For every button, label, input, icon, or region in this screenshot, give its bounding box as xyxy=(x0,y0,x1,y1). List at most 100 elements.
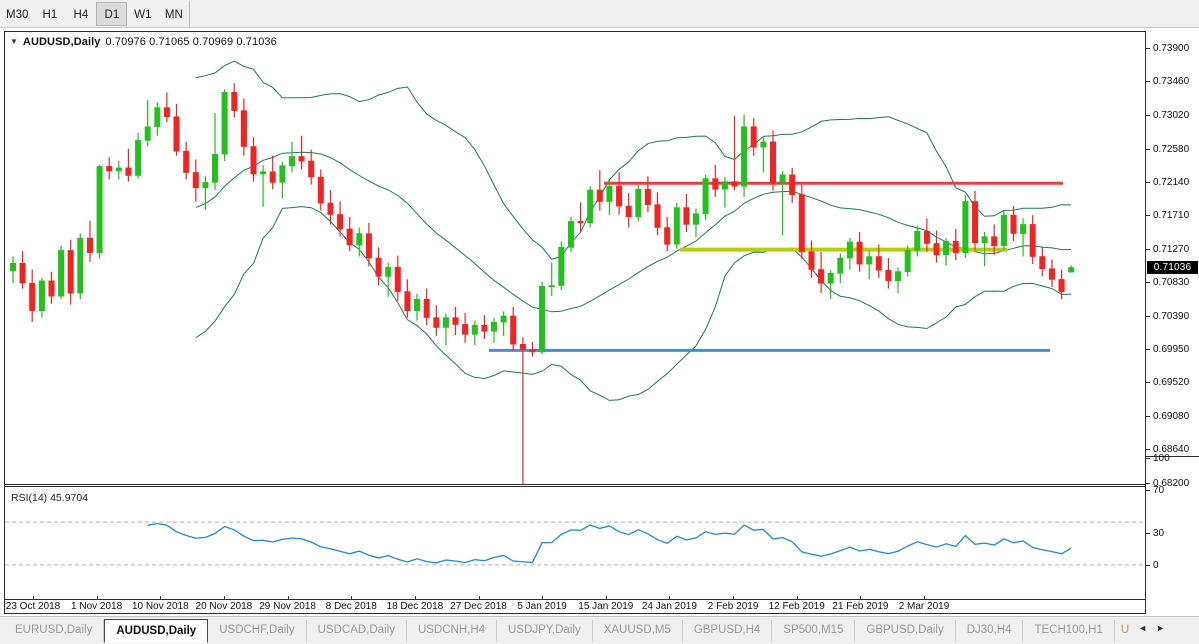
candle-body xyxy=(1000,214,1007,246)
candle-body xyxy=(490,321,497,332)
time-tick-mark xyxy=(223,596,225,600)
candle-body xyxy=(798,194,805,253)
timeframe-button-h1[interactable]: H1 xyxy=(42,8,58,21)
candle-body xyxy=(308,160,315,178)
time-tick-mark xyxy=(605,596,607,600)
candle-body xyxy=(616,185,623,207)
candle-body xyxy=(914,231,921,251)
time-tick-label: 27 Dec 2018 xyxy=(450,601,507,612)
time-tick-mark xyxy=(733,596,735,600)
candle-body xyxy=(683,207,690,225)
price-scale[interactable]: 0.73900 0.73460 0.73020 0.72580 0.72140 0.717… xyxy=(1145,31,1199,614)
price-chart-pane[interactable]: ▼ AUDUSD,Daily 0.70976 0.71065 0.70969 0… xyxy=(5,32,1194,484)
candle-body xyxy=(29,282,36,311)
candle-body xyxy=(750,126,757,148)
chart-tab-audusd-daily[interactable]: AUDUSD,Daily xyxy=(104,619,209,643)
timeframe-button-d1[interactable]: D1 xyxy=(96,1,128,26)
chart-tab-usdcad-daily[interactable]: USDCAD,Daily xyxy=(307,620,407,642)
candle-body xyxy=(808,251,815,270)
candle-body xyxy=(240,110,247,147)
candle-body xyxy=(346,228,353,246)
candle-body xyxy=(866,256,873,265)
candle-body xyxy=(288,156,295,166)
candle-body xyxy=(106,166,113,172)
scroll-left-arrow-icon[interactable]: ◄ xyxy=(1138,623,1148,633)
candle-body xyxy=(250,146,257,175)
chart-symbol-header: ▼ AUDUSD,Daily 0.70976 0.71065 0.70969 0… xyxy=(10,36,277,48)
candle-body xyxy=(423,298,430,318)
chart-tab-usdjpy-daily[interactable]: USDJPY,Daily xyxy=(497,620,593,642)
current-price-badge: 0.71036 xyxy=(1147,260,1198,274)
timeframe-button-w1[interactable]: W1 xyxy=(134,8,152,21)
chart-tab-dj30-h4[interactable]: DJ30,H4 xyxy=(956,620,1024,642)
rsi-indicator-pane[interactable]: RSI(14) 45.9704 xyxy=(5,488,1194,599)
chart-tab-gbpusd-daily[interactable]: GBPUSD,Daily xyxy=(855,620,956,642)
candle-body xyxy=(192,172,199,189)
pane-divider[interactable] xyxy=(5,484,1194,487)
price-candlestick-svg xyxy=(10,60,1075,484)
candle-body xyxy=(1029,224,1036,257)
candle-body xyxy=(856,241,863,265)
candle-body xyxy=(837,257,844,274)
tab-scroll-controls: ◄ ► xyxy=(1138,624,1165,633)
candle-body xyxy=(212,153,219,183)
price-tick-label: 0.69950 xyxy=(1146,344,1199,355)
candle-body xyxy=(875,256,882,271)
time-tick-mark xyxy=(669,596,671,600)
price-tick-label: 0.70830 xyxy=(1146,277,1199,288)
rsi-label: RSI(14) 45.9704 xyxy=(11,492,89,504)
candle-body xyxy=(894,271,901,282)
candle-body xyxy=(818,269,825,284)
candle-body xyxy=(125,167,132,176)
candle-body xyxy=(933,243,940,256)
collapse-triangle-icon[interactable]: ▼ xyxy=(10,37,18,46)
candle-body xyxy=(981,236,988,244)
candle-body xyxy=(87,237,94,253)
candle-body xyxy=(317,176,324,204)
scroll-right-arrow-icon[interactable]: ► xyxy=(1156,623,1166,633)
chart-tab-gbpusd-h4[interactable]: GBPUSD,H4 xyxy=(683,620,773,642)
candle-body xyxy=(644,189,651,205)
chart-tab-tech100-h1[interactable]: TECH100,H1 xyxy=(1023,620,1115,642)
timeframe-button-h4[interactable]: H4 xyxy=(73,8,89,21)
candle-body xyxy=(500,315,507,323)
candle-body xyxy=(567,221,574,248)
chart-tab-usdchf-daily[interactable]: USDCHF,Daily xyxy=(208,620,307,642)
timeframe-button-mn[interactable]: MN xyxy=(164,8,183,21)
candle-body xyxy=(664,227,671,245)
candle-body xyxy=(539,286,546,353)
candle-body xyxy=(827,273,834,284)
candle-body xyxy=(1010,214,1017,234)
time-tick-label: 2 Feb 2019 xyxy=(707,601,759,612)
chart-tab-eurusd-daily[interactable]: EURUSD,Daily xyxy=(4,620,105,642)
chart-frame: ▼ AUDUSD,Daily 0.70976 0.71065 0.70969 0… xyxy=(4,31,1195,614)
candle-body xyxy=(327,202,334,215)
timeframe-button-m30[interactable]: M30 xyxy=(6,8,29,21)
candle-body xyxy=(10,263,17,272)
timeframe-toolbar: M30 H1 H4 D1 W1 MN xyxy=(0,0,1199,28)
candle-body xyxy=(413,298,420,312)
price-tick-label: 0.73900 xyxy=(1146,43,1199,54)
time-tick-mark xyxy=(542,596,544,600)
candle-body xyxy=(77,237,84,294)
time-tick-label: 5 Jan 2019 xyxy=(517,601,567,612)
candle-body xyxy=(67,250,74,294)
candle-body xyxy=(452,317,459,325)
time-tick-mark xyxy=(351,596,353,600)
candle-body xyxy=(519,343,526,350)
chart-tab-xauusd-m5[interactable]: XAUUSD,M5 xyxy=(593,620,683,642)
time-tick-mark xyxy=(287,596,289,600)
chart-symbol-name: AUDUSD,Daily xyxy=(22,36,101,48)
candle-body xyxy=(654,204,661,228)
time-tick-label: 10 Nov 2018 xyxy=(131,601,189,612)
candle-body xyxy=(673,207,680,245)
time-tick-mark xyxy=(478,596,480,600)
chart-tab-u[interactable]: U xyxy=(1120,624,1130,636)
candle-body xyxy=(510,315,517,345)
candle-body xyxy=(394,266,401,292)
candle-body xyxy=(260,171,267,175)
chart-ohlc-values: 0.70976 0.71065 0.70969 0.71036 xyxy=(105,36,277,48)
candle-body xyxy=(529,349,536,353)
chart-tab-usdcnh-h4[interactable]: USDCNH,H4 xyxy=(407,620,498,642)
chart-tab-sp500-m15[interactable]: SP500,M15 xyxy=(772,620,856,642)
